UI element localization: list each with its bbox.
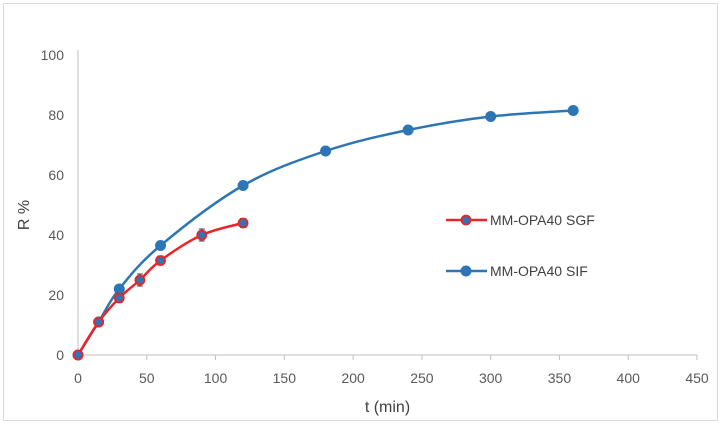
data-point: [113, 283, 125, 295]
x-tick-label: 400: [617, 370, 641, 386]
y-tick-labels: 0 20 40 60 80 100: [41, 47, 65, 363]
data-point: [402, 124, 414, 136]
series-line: [76, 109, 574, 356]
legend: MM-OPA40 SGF MM-OPA40 SIF: [446, 212, 595, 279]
y-tick-label: 60: [48, 167, 64, 183]
chart-area: [3, 3, 718, 421]
series-layer: [72, 105, 579, 361]
legend-item-sgf: MM-OPA40 SGF: [446, 212, 595, 228]
x-tick-label: 50: [139, 370, 155, 386]
data-point: [237, 217, 249, 229]
data-point: [567, 105, 579, 116]
series-sgf: [72, 217, 249, 361]
data-point: [93, 316, 105, 328]
series-sif: [72, 105, 579, 361]
x-tick-label: 350: [548, 370, 572, 386]
y-tick-label: 0: [56, 347, 64, 363]
data-point: [134, 274, 146, 286]
y-tick-label: 20: [48, 287, 64, 303]
y-tick-label: 40: [48, 227, 64, 243]
x-tick-label: 300: [479, 370, 503, 386]
data-point: [196, 229, 208, 241]
data-point: [320, 145, 332, 157]
axes: [77, 50, 697, 356]
y-axis-title: R %: [16, 200, 33, 230]
data-point: [155, 255, 166, 266]
legend-label: MM-OPA40 SGF: [490, 212, 595, 228]
data-point: [485, 111, 497, 122]
x-tick-labels: 0 50 100 150 200 250 300 350 400 450: [74, 355, 709, 386]
x-axis-title: t (min): [365, 399, 410, 416]
x-tick-label: 100: [204, 370, 228, 386]
legend-marker: [460, 214, 472, 226]
data-point: [72, 349, 84, 361]
data-point: [113, 292, 125, 304]
x-tick-label: 150: [273, 370, 297, 386]
data-point: [237, 180, 249, 191]
legend-item-sif: MM-OPA40 SIF: [446, 263, 588, 279]
x-tick-label: 200: [341, 370, 365, 386]
legend-marker: [460, 265, 472, 277]
x-tick-label: 450: [685, 370, 709, 386]
y-tick-label: 100: [41, 47, 65, 63]
data-point: [155, 240, 167, 251]
y-tick-label: 80: [48, 107, 64, 123]
x-tick-label: 0: [74, 370, 82, 386]
x-tick-label: 250: [410, 370, 434, 386]
legend-label: MM-OPA40 SIF: [490, 263, 588, 279]
